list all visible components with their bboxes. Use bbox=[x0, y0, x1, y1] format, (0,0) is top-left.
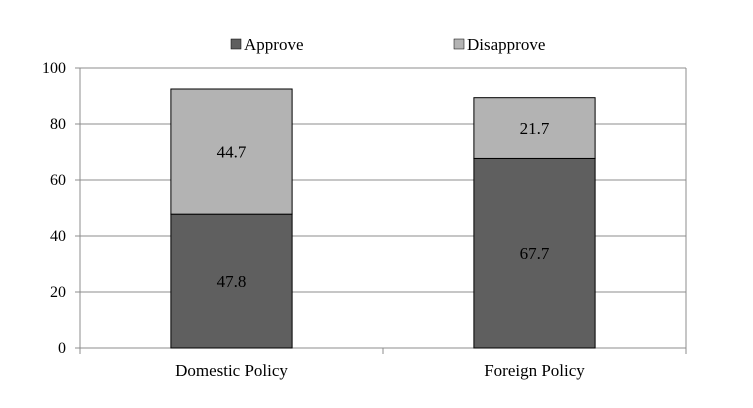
data-label-approve-domestic-policy: 47.8 bbox=[217, 272, 247, 291]
bars: 47.8 44.7 67.7 21.7 bbox=[170, 88, 596, 349]
legend-swatch-disapprove bbox=[453, 38, 465, 50]
data-label-disapprove-foreign-policy: 21.7 bbox=[520, 119, 550, 138]
y-tick-label: 100 bbox=[42, 60, 66, 77]
legend-swatch-approve bbox=[230, 38, 242, 50]
legend-label-approve: Approve bbox=[244, 35, 303, 54]
x-category-label: Domestic Policy bbox=[175, 361, 288, 380]
y-tick-label: 80 bbox=[50, 116, 66, 133]
y-tick-label: 60 bbox=[50, 172, 66, 189]
tick-labels: 0 20 40 60 80 100 Domestic Policy Foreign Polic… bbox=[42, 60, 585, 380]
legend-label-disapprove: Disapprove bbox=[467, 35, 545, 54]
bar-disapprove-foreign-policy bbox=[473, 97, 596, 159]
data-label-disapprove-domestic-policy: 44.7 bbox=[217, 143, 247, 162]
y-tick-label: 40 bbox=[50, 228, 66, 245]
data-label-approve-foreign-policy: 67.7 bbox=[520, 244, 550, 263]
x-category-label: Foreign Policy bbox=[484, 361, 585, 380]
y-tick-label: 0 bbox=[58, 340, 66, 357]
bar-disapprove-domestic-policy bbox=[170, 88, 293, 215]
y-tick-label: 20 bbox=[50, 284, 66, 301]
legend: Approve Disapprove bbox=[230, 35, 545, 54]
